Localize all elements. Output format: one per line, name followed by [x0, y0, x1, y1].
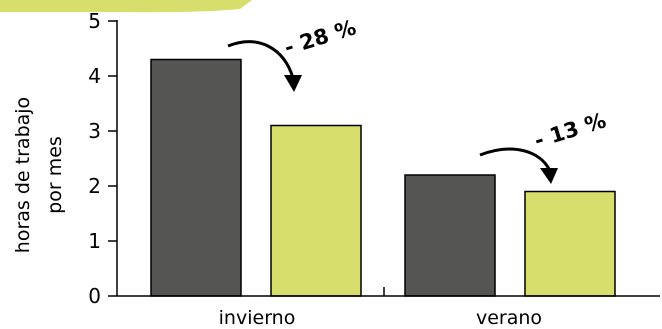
y-tick-label-1: 1 [88, 229, 101, 253]
reduction-arrow-invierno [227, 40, 295, 79]
x-tick-label-invierno: invierno [219, 307, 296, 329]
reduction-arrowhead-invierno [284, 75, 302, 92]
top-accent-band [0, 0, 252, 13]
reduction-arrowhead-verano [540, 168, 558, 184]
y-tick-label-2: 2 [88, 174, 101, 198]
reduction-arrow-verano [479, 147, 551, 170]
x-tick-label-verano: verano [476, 307, 542, 329]
y-tick-label-5: 5 [88, 9, 101, 33]
y-tick-label-0: 0 [88, 284, 101, 308]
annotation-reduction-verano: - 13 % [531, 108, 608, 152]
annotation-reduction-invierno: - 28 % [281, 15, 358, 59]
y-axis-label-line-2: por mes [44, 136, 66, 214]
bar-invierno-series-0 [150, 58, 242, 297]
bar-verano-series-0 [404, 174, 496, 297]
y-tick-label-3: 3 [88, 119, 101, 143]
y-axis-label-line-1: horas de trabajo [12, 97, 34, 253]
bar-verano-series-1 [524, 190, 616, 297]
y-tick-label-4: 4 [88, 64, 101, 88]
bar-invierno-series-1 [270, 124, 362, 297]
